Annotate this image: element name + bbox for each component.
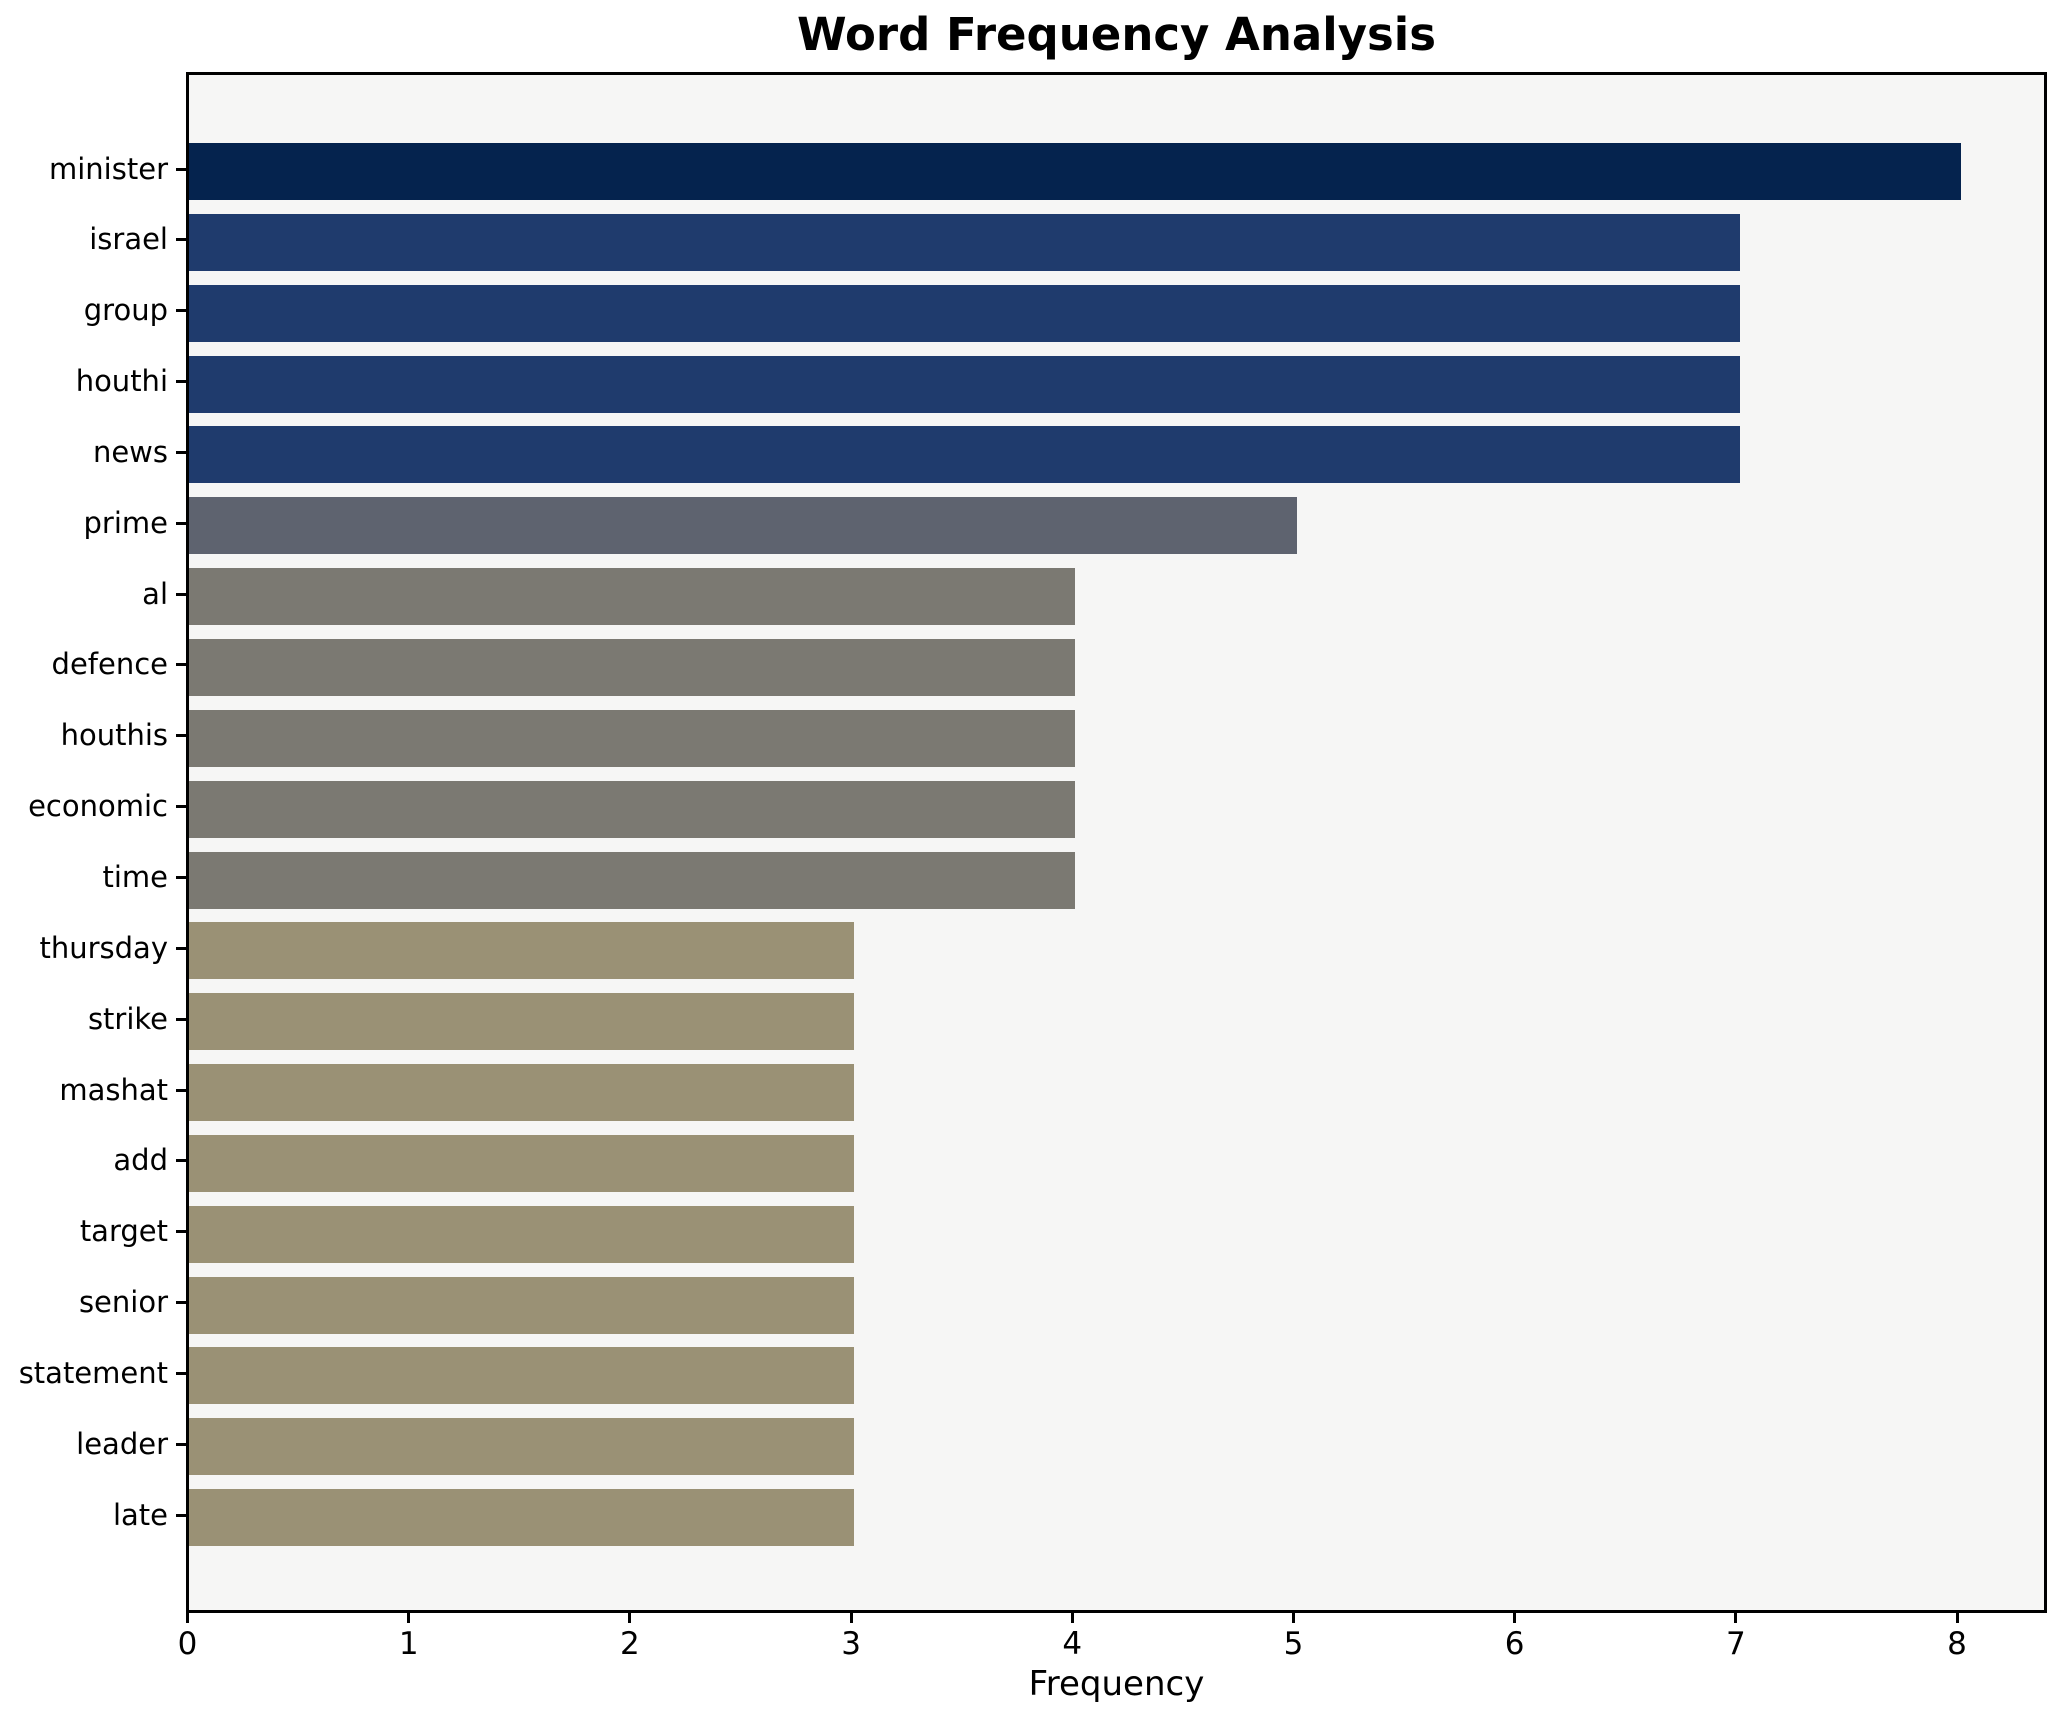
y-tick-mark bbox=[176, 1088, 186, 1092]
y-tick-mark bbox=[176, 1442, 186, 1446]
y-tick-label: minister bbox=[49, 151, 168, 186]
bar-economic bbox=[189, 780, 1076, 838]
bar-al bbox=[189, 568, 1076, 626]
bar-senior bbox=[189, 1276, 854, 1334]
x-tick-label: 1 bbox=[398, 1626, 419, 1662]
x-tick-mark bbox=[628, 1613, 632, 1623]
bar-prime bbox=[189, 497, 1297, 555]
y-tick-label: thursday bbox=[39, 930, 168, 965]
x-tick-label: 2 bbox=[620, 1626, 640, 1662]
y-tick-label: news bbox=[92, 434, 168, 469]
y-tick-mark bbox=[176, 592, 186, 596]
y-tick-label: houthi bbox=[75, 364, 168, 399]
y-tick-label: economic bbox=[28, 789, 168, 824]
y-tick-label: prime bbox=[83, 505, 168, 540]
bar-add bbox=[189, 1134, 854, 1192]
y-tick-label: al bbox=[142, 576, 168, 611]
y-tick-label: add bbox=[113, 1143, 168, 1178]
y-tick-label: senior bbox=[78, 1285, 168, 1320]
y-tick-label: late bbox=[112, 1497, 168, 1532]
bar-leader bbox=[189, 1418, 854, 1476]
bar-target bbox=[189, 1205, 854, 1263]
x-tick-label: 8 bbox=[1947, 1626, 1967, 1662]
bar-thursday bbox=[189, 922, 854, 980]
y-tick-mark bbox=[176, 734, 186, 738]
bar-time bbox=[189, 851, 1076, 909]
bar-statement bbox=[189, 1347, 854, 1405]
x-tick-label: 5 bbox=[1283, 1626, 1304, 1662]
y-tick-mark bbox=[176, 805, 186, 809]
y-tick-mark bbox=[176, 521, 186, 525]
bar-israel bbox=[189, 213, 1740, 271]
y-tick-mark bbox=[176, 1371, 186, 1375]
y-tick-mark bbox=[176, 876, 186, 879]
x-tick-mark bbox=[1291, 1613, 1295, 1623]
x-tick-mark bbox=[1513, 1613, 1517, 1623]
y-tick-label: israel bbox=[89, 222, 168, 257]
bar-news bbox=[189, 426, 1740, 484]
bar-group bbox=[189, 284, 1740, 342]
y-tick-label: houthis bbox=[60, 718, 168, 753]
y-tick-mark bbox=[176, 1301, 186, 1305]
bar-minister bbox=[189, 143, 1962, 200]
x-tick-label: 0 bbox=[177, 1626, 198, 1662]
y-tick-label: defence bbox=[51, 647, 168, 682]
y-tick-mark bbox=[176, 946, 186, 950]
x-tick-mark bbox=[849, 1613, 853, 1623]
x-axis-label: Frequency bbox=[1028, 1664, 1205, 1704]
y-tick-mark bbox=[176, 167, 186, 171]
y-tick-label: group bbox=[83, 293, 168, 328]
bar-houthis bbox=[189, 709, 1076, 767]
bar-mashat bbox=[189, 1064, 854, 1122]
x-tick-mark bbox=[186, 1613, 189, 1623]
y-tick-label: time bbox=[102, 860, 168, 894]
y-tick-label: target bbox=[79, 1214, 168, 1249]
y-tick-label: strike bbox=[87, 1001, 168, 1036]
y-tick-mark bbox=[176, 1017, 186, 1021]
y-tick-label: statement bbox=[18, 1355, 168, 1390]
bar-late bbox=[189, 1489, 854, 1547]
y-tick-mark bbox=[176, 450, 186, 454]
y-tick-mark bbox=[176, 1230, 186, 1234]
y-tick-mark bbox=[176, 1513, 186, 1517]
bar-houthi bbox=[189, 355, 1740, 413]
chart-title: Word Frequency Analysis bbox=[796, 8, 1437, 61]
x-tick-label: 6 bbox=[1504, 1626, 1525, 1662]
x-tick-label: 3 bbox=[841, 1626, 861, 1662]
y-tick-label: mashat bbox=[59, 1072, 168, 1107]
y-tick-mark bbox=[176, 309, 186, 313]
y-tick-mark bbox=[176, 1159, 186, 1163]
x-tick-label: 4 bbox=[1062, 1626, 1083, 1662]
x-tick-mark bbox=[1955, 1613, 1959, 1623]
y-tick-mark bbox=[176, 238, 186, 242]
y-tick-mark bbox=[176, 380, 186, 384]
bar-strike bbox=[189, 993, 854, 1051]
x-tick-label: 7 bbox=[1725, 1626, 1746, 1662]
y-tick-label: leader bbox=[76, 1426, 168, 1461]
x-tick-mark bbox=[407, 1613, 411, 1623]
x-tick-mark bbox=[1734, 1613, 1738, 1623]
bar-defence bbox=[189, 638, 1076, 696]
x-tick-mark bbox=[1070, 1613, 1074, 1623]
y-tick-mark bbox=[176, 663, 186, 667]
plot-area bbox=[186, 72, 2047, 1613]
